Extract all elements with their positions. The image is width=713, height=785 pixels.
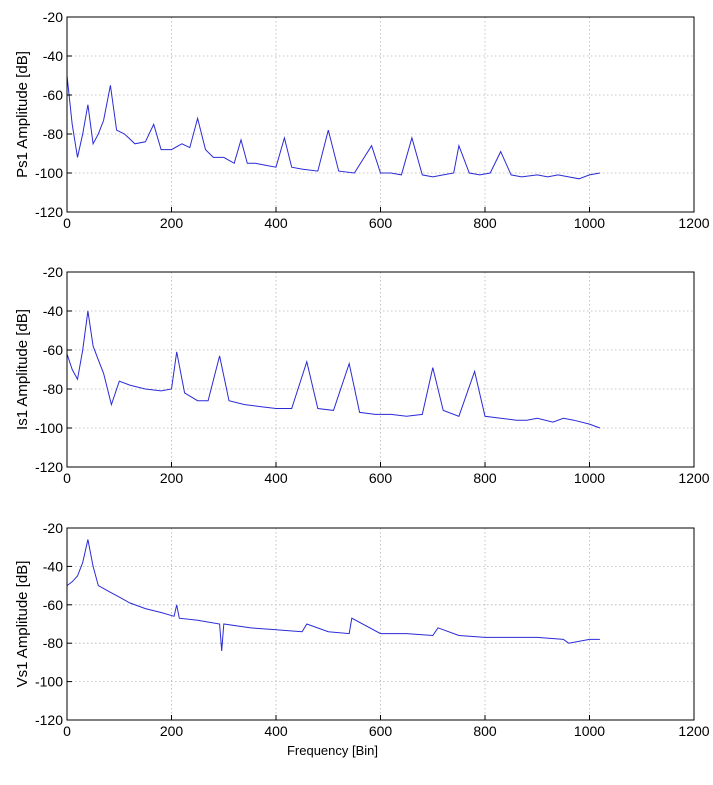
x-tick-label: 0 [63, 215, 71, 231]
x-tick-label: 600 [369, 470, 393, 486]
x-tick-label: 400 [264, 723, 288, 739]
y-tick-label: -120 [35, 204, 63, 220]
x-tick-label: 800 [473, 215, 497, 231]
y-tick-label: -120 [35, 459, 63, 475]
y-tick-label: -60 [43, 342, 63, 358]
is1-amplitude-panel: 0 200 400 600 800 1000 1200 -20 -40 -60 -80 -100 -12… [14, 264, 710, 486]
x-tick-label: 600 [369, 215, 393, 231]
y-tick-label: -40 [43, 48, 63, 64]
y-axis-label: Ps1 Amplitude [dB] [14, 51, 31, 178]
y-tick-label: -100 [35, 165, 63, 181]
y-tick-label: -60 [43, 597, 63, 613]
y-tick-label: -40 [43, 303, 63, 319]
y-tick-label: -80 [43, 381, 63, 397]
x-tick-label: 200 [160, 470, 184, 486]
x-tick-label: 1000 [574, 215, 605, 231]
y-tick-label: -40 [43, 558, 63, 574]
y-tick-label: -20 [43, 9, 63, 25]
x-tick-label: 1200 [678, 470, 709, 486]
x-tick-label: 400 [264, 470, 288, 486]
x-tick-label: 1000 [574, 470, 605, 486]
y-tick-label: -60 [43, 87, 63, 103]
x-tick-label: 1000 [574, 723, 605, 739]
x-tick-label: 600 [369, 723, 393, 739]
x-tick-label: 800 [473, 723, 497, 739]
x-axis-label: Frequency [Bin] [287, 743, 378, 758]
x-tick-label: 0 [63, 470, 71, 486]
series-line [66, 310, 601, 429]
ps1-amplitude-panel: 0 200 400 600 800 1000 1200 -20 -40 -60 -80 -100 -12… [14, 9, 710, 231]
y-tick-label: -100 [35, 420, 63, 436]
y-axis-label: Vs1 Amplitude [dB] [14, 561, 31, 688]
x-tick-label: 800 [473, 470, 497, 486]
x-tick-label: 1200 [678, 723, 709, 739]
y-tick-label: -120 [35, 712, 63, 728]
y-axis-label: Is1 Amplitude [dB] [14, 309, 31, 430]
x-tick-label: 200 [160, 215, 184, 231]
x-tick-label: 1200 [678, 215, 709, 231]
vs1-amplitude-panel: 0 200 400 600 800 1000 1200 -20 -40 -60 -80 -100 -12… [14, 520, 710, 758]
y-tick-label: -80 [43, 635, 63, 651]
y-tick-label: -20 [43, 520, 63, 536]
y-tick-label: -100 [35, 674, 63, 690]
x-tick-label: 400 [264, 215, 288, 231]
series-line [66, 539, 600, 651]
series-line [66, 75, 600, 180]
y-tick-label: -20 [43, 264, 63, 280]
x-tick-label: 200 [160, 723, 184, 739]
y-tick-label: -80 [43, 126, 63, 142]
x-tick-label: 0 [63, 723, 71, 739]
